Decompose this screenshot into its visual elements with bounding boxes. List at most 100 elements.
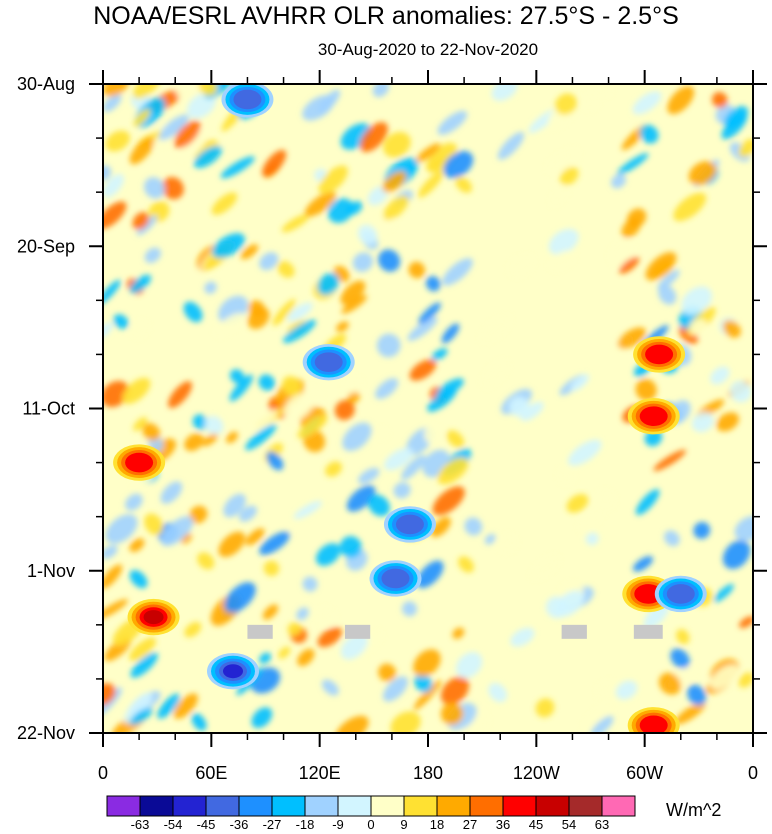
texture-blob (327, 198, 354, 223)
feature-layer (113, 84, 707, 733)
colorbar-swatch (436, 795, 471, 817)
missing-data-bar (561, 624, 587, 639)
texture-blob (570, 374, 590, 391)
texture-blob (375, 378, 399, 399)
colorbar-label: 63 (595, 817, 609, 832)
texture-blob (548, 250, 575, 272)
texture-blob (352, 252, 374, 272)
texture-blob (687, 684, 707, 706)
texture-blob (455, 652, 483, 679)
chart-subtitle: 30-Aug-2020 to 22-Nov-2020 (317, 40, 539, 59)
texture-blob (431, 348, 448, 361)
texture-blob (383, 131, 411, 158)
texture-blob (738, 672, 753, 688)
texture-blob (341, 294, 368, 314)
texture-blob (266, 451, 284, 471)
colorbar-swatch (205, 795, 240, 817)
texture-blob (713, 584, 734, 603)
texture-blob (157, 693, 180, 719)
texture-blob (336, 321, 349, 332)
texture-blob (530, 555, 560, 580)
colorbar-swatch (172, 795, 207, 817)
colorbar: -63 -54 -45 -36 -27 -18 -9 0 9 18 27 36 45 54 63 W/m^2 (106, 795, 721, 832)
missing-data-bars (247, 624, 663, 639)
texture-blob (710, 366, 730, 385)
texture-blob (103, 545, 118, 559)
feature-contour (381, 568, 410, 589)
colorbar-unit: W/m^2 (666, 800, 721, 820)
texture-blob (657, 269, 680, 291)
texture-blob (283, 319, 317, 344)
texture-blob (103, 201, 127, 230)
texture-blob (317, 607, 337, 627)
missing-data-bar (344, 624, 371, 639)
texture-blob (408, 261, 426, 279)
texture-blob (293, 500, 323, 519)
texture-blob (258, 374, 275, 391)
texture-blob (437, 457, 469, 485)
texture-blob (440, 702, 464, 725)
texture-blob (277, 261, 295, 278)
colorbar-label: 0 (367, 817, 374, 832)
texture-blob (325, 461, 342, 477)
feature-contour (645, 344, 674, 365)
texture-blob (615, 680, 638, 700)
missing-data-bar (633, 624, 663, 639)
texture-blob (251, 707, 273, 729)
texture-blob (283, 393, 314, 421)
texture-blob (639, 124, 659, 144)
colorbar-swatch (469, 795, 504, 817)
colorbar-swatch (337, 795, 372, 817)
texture-blob (248, 300, 265, 317)
texture-blob (262, 604, 279, 620)
texture-blob (113, 314, 129, 329)
texture-blob (335, 715, 369, 733)
texture-blob (342, 422, 372, 451)
texture-blob (488, 682, 508, 703)
texture-blob (103, 564, 123, 589)
texture-blob (734, 515, 753, 542)
texture-blob (129, 538, 145, 553)
texture-blob (136, 215, 158, 236)
texture-blob (296, 607, 309, 621)
texture-blob (738, 138, 753, 158)
texture-blob (670, 648, 690, 669)
texture-blob (103, 84, 130, 97)
texture-blob (455, 176, 472, 193)
feature-contour (233, 89, 262, 110)
texture-blob (464, 517, 483, 536)
texture-blob (259, 652, 272, 664)
colorbar-swatch (601, 795, 636, 817)
texture-blob (184, 621, 202, 638)
texture-blob (430, 517, 451, 538)
texture-blob (568, 439, 602, 466)
texture-blob (129, 637, 156, 662)
texture-blob (278, 646, 291, 659)
texture-blob (302, 576, 318, 592)
anomaly-field (103, 84, 753, 733)
x-tick-label: 60E (195, 763, 227, 783)
texture-blob (245, 424, 277, 451)
colorbar-label: -63 (131, 817, 150, 832)
texture-blob (722, 320, 741, 338)
texture-blob (103, 599, 128, 620)
texture-blob (581, 702, 612, 728)
texture-blob (318, 165, 348, 195)
feature-contour (395, 514, 424, 535)
texture-blob (125, 493, 143, 511)
texture-blob (334, 400, 355, 421)
texture-blob (681, 286, 712, 315)
x-tick-label: 120W (513, 763, 560, 783)
texture-blob (297, 648, 315, 667)
texture-blob (193, 145, 222, 168)
texture-blob (211, 192, 238, 215)
feature-contour (666, 584, 695, 604)
texture-blob (191, 713, 207, 731)
texture-blob (122, 377, 151, 404)
colorbar-label: -18 (296, 817, 315, 832)
texture-blob (259, 531, 290, 555)
texture-blob (339, 536, 362, 558)
texture-blob (240, 244, 259, 260)
colorbar-label: -45 (197, 817, 216, 832)
texture-blob (183, 301, 203, 323)
